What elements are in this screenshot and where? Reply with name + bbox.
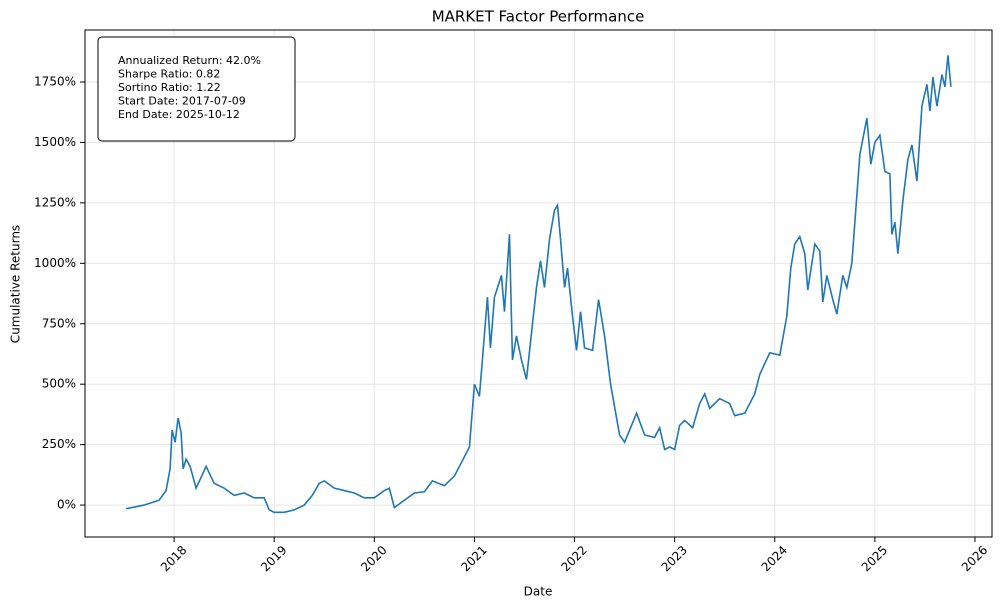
annotation-line: Sortino Ratio: 1.22: [118, 81, 221, 94]
y-tick-label: 1000%: [34, 256, 76, 270]
y-tick-label: 500%: [42, 377, 76, 391]
annotation-frame: [97, 36, 296, 142]
annotation-box: Annualized Return: 42.0%Sharpe Ratio: 0.…: [97, 36, 296, 142]
y-tick-label: 250%: [42, 437, 76, 451]
annotation-line: Annualized Return: 42.0%: [118, 54, 261, 67]
x-tick-label: 2026: [959, 543, 990, 574]
x-tick-label: 2023: [659, 543, 690, 574]
x-tick-label: 2022: [558, 543, 589, 574]
x-tick-label: 2025: [859, 543, 890, 574]
y-tick-label: 1500%: [34, 135, 76, 149]
plot-frame: [84, 29, 993, 538]
line-series: [125, 55, 952, 514]
x-tick-label: 2021: [458, 543, 489, 574]
annotation-line: End Date: 2025-10-12: [118, 108, 240, 121]
x-tick-label: 2020: [358, 543, 389, 574]
annotation-line: Sharpe Ratio: 0.82: [118, 68, 220, 81]
y-axis-label: Cumulative Returns: [9, 225, 23, 343]
x-axis-label: Date: [524, 585, 553, 599]
y-tick-label: 1750%: [34, 74, 76, 88]
x-tick-label: 2019: [258, 543, 289, 574]
y-tick-label: 0%: [57, 498, 76, 512]
x-tick-label: 2024: [759, 543, 790, 574]
annotation-line: Start Date: 2017-07-09: [118, 95, 246, 108]
chart-title: MARKET Factor Performance: [432, 8, 645, 26]
y-tick-label: 1250%: [34, 195, 76, 209]
x-tick-label: 2018: [158, 543, 189, 574]
y-tick-label: 750%: [42, 316, 76, 330]
